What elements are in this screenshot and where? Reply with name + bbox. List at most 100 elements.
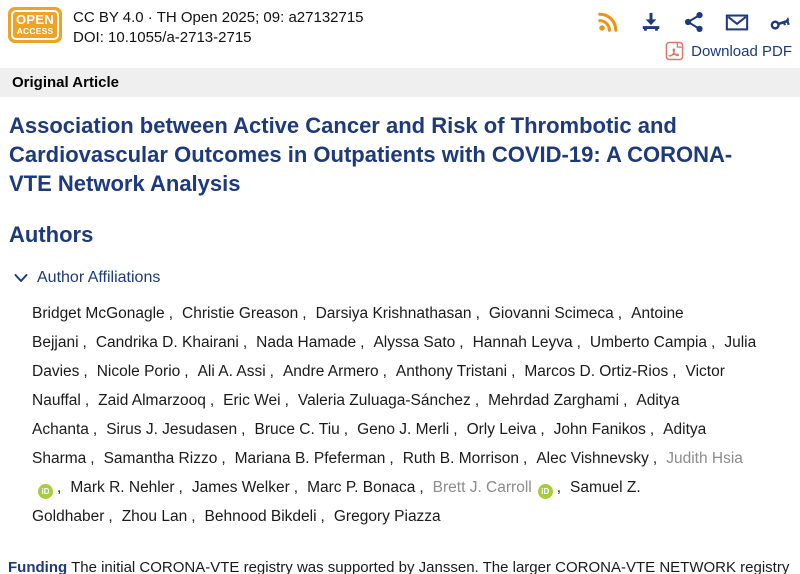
author-separator: , xyxy=(389,450,394,467)
author-name[interactable]: Alec Vishnevsky xyxy=(536,450,649,467)
rss-icon[interactable] xyxy=(596,10,620,34)
author-name[interactable]: Christie Greason xyxy=(182,305,299,322)
author-name[interactable]: Ali A. Assi xyxy=(197,363,266,380)
author-separator: , xyxy=(293,479,299,496)
share-icon[interactable] xyxy=(682,10,706,34)
author-name[interactable]: Andre Armero xyxy=(282,363,379,380)
author-separator: , xyxy=(90,450,95,467)
page-header: OPEN ACCESS CC BY 4.0 · TH Open 2025; 09… xyxy=(0,0,800,61)
author-name[interactable]: Alyssa Sato xyxy=(373,334,456,351)
author-affiliations-label: Author Affiliations xyxy=(37,269,161,286)
author-name[interactable]: Eric Wei xyxy=(223,392,281,409)
author-name[interactable]: Aditya Achanta xyxy=(32,392,680,438)
author-separator: , xyxy=(191,508,196,525)
citation-meta: CC BY 4.0 · TH Open 2025; 09: a27132715 … xyxy=(73,7,363,48)
key-icon[interactable] xyxy=(768,10,792,34)
author-name[interactable]: Samuel Z. Goldhaber xyxy=(32,479,641,525)
author-name[interactable]: Darsiya Krishnathasan xyxy=(315,305,472,322)
author-name[interactable]: Sirus J. Jesudasen xyxy=(106,421,238,438)
author-separator: , xyxy=(672,363,677,380)
author-separator: , xyxy=(523,450,528,467)
orcid-icon[interactable]: iD xyxy=(38,484,53,499)
funding-paragraph: Funding The initial CORONA-VTE registry … xyxy=(8,557,792,574)
author-name[interactable]: Mehrdad Zarghami xyxy=(488,392,620,409)
funding-text: The initial CORONA-VTE registry was supp… xyxy=(71,559,790,574)
header-actions: Download PDF xyxy=(596,7,792,61)
doi-line: DOI: 10.1055/a-2713-2715 xyxy=(73,29,252,46)
author-name[interactable]: James Welker xyxy=(191,479,290,496)
author-separator: , xyxy=(419,479,424,496)
author-separator: , xyxy=(92,421,98,438)
author-separator: , xyxy=(320,508,325,525)
author-name[interactable]: Zhou Lan xyxy=(121,508,188,525)
author-name[interactable]: Mariana B. Pfeferman xyxy=(234,450,386,467)
download-icon[interactable] xyxy=(639,10,663,34)
author-name[interactable]: Judith Hsia xyxy=(666,450,743,467)
author-name[interactable]: Candrika D. Khairani xyxy=(95,334,239,351)
author-name[interactable]: Zaid Almarzooq xyxy=(98,392,206,409)
author-separator: , xyxy=(108,508,113,525)
author-name[interactable]: Victor Nauffal xyxy=(32,363,725,409)
author-name[interactable]: Bruce C. Tiu xyxy=(254,421,340,438)
funding-label: Funding xyxy=(8,559,68,574)
open-access-badge: OPEN ACCESS xyxy=(8,7,63,43)
author-separator: , xyxy=(556,479,562,496)
email-icon[interactable] xyxy=(725,10,749,34)
author-separator: , xyxy=(540,421,545,438)
author-list: Bridget McGonagle, Christie Greason, Darsi… xyxy=(32,299,760,531)
author-name[interactable]: Gregory Piazza xyxy=(333,508,441,525)
author-separator: , xyxy=(453,421,458,438)
author-separator: , xyxy=(221,450,226,467)
download-pdf-label: Download PDF xyxy=(691,42,792,60)
author-name[interactable]: Behnood Bikdeli xyxy=(204,508,317,525)
open-access-badge-line2: ACCESS xyxy=(16,26,54,36)
author-name[interactable]: Brett J. Carroll xyxy=(432,479,532,496)
author-separator: , xyxy=(511,363,516,380)
author-name[interactable]: Marcos D. Ortiz-Rios xyxy=(524,363,669,380)
author-name[interactable]: Julia Davies xyxy=(32,334,757,380)
open-access-badge-line1: OPEN xyxy=(16,12,55,27)
author-separator: , xyxy=(302,305,307,322)
author-name[interactable]: John Fanikos xyxy=(553,421,646,438)
author-separator: , xyxy=(284,392,289,409)
orcid-icon[interactable]: iD xyxy=(537,484,553,499)
author-separator: , xyxy=(241,421,246,438)
chevron-down-icon xyxy=(14,273,28,283)
author-name[interactable]: Ruth B. Morrison xyxy=(402,450,520,467)
author-separator: , xyxy=(184,363,189,380)
author-separator: , xyxy=(269,363,274,380)
author-name[interactable]: Giovanni Scimeca xyxy=(488,305,614,322)
author-separator: , xyxy=(343,421,349,438)
author-name[interactable]: Marc P. Bonaca xyxy=(307,479,416,496)
author-separator: , xyxy=(711,334,716,351)
author-separator: , xyxy=(652,450,658,467)
author-separator: , xyxy=(84,392,90,409)
author-separator: , xyxy=(382,363,387,380)
author-name[interactable]: Geno J. Merli xyxy=(357,421,450,438)
author-separator: , xyxy=(459,334,464,351)
authors-heading: Authors xyxy=(9,222,94,247)
author-name[interactable]: Valeria Zuluaga-Sánchez xyxy=(297,392,471,409)
author-separator: , xyxy=(360,334,365,351)
author-name[interactable]: Bridget McGonagle xyxy=(32,305,165,322)
author-name[interactable]: Antoine Bejjani xyxy=(32,305,684,351)
author-separator: , xyxy=(576,334,581,351)
author-separator: , xyxy=(57,479,62,496)
author-name[interactable]: Mark R. Nehler xyxy=(70,479,175,496)
author-name[interactable]: Nada Hamade xyxy=(256,334,357,351)
header-icon-row xyxy=(596,7,792,34)
author-name[interactable]: Umberto Campia xyxy=(589,334,708,351)
author-name[interactable]: Hannah Leyva xyxy=(472,334,573,351)
author-affiliations-toggle[interactable]: Author Affiliations xyxy=(14,269,800,287)
author-separator: , xyxy=(649,421,655,438)
author-separator: , xyxy=(178,479,183,496)
author-name[interactable]: Nicole Porio xyxy=(96,363,181,380)
author-separator: , xyxy=(82,334,87,351)
author-name[interactable]: Aditya Sharma xyxy=(32,421,707,467)
author-name[interactable]: Samantha Rizzo xyxy=(103,450,218,467)
author-name[interactable]: Orly Leiva xyxy=(466,421,537,438)
author-name[interactable]: Anthony Tristani xyxy=(395,363,508,380)
citation-line: CC BY 4.0 · TH Open 2025; 09: a27132715 xyxy=(73,9,364,26)
download-pdf-button[interactable]: Download PDF xyxy=(665,41,792,61)
author-separator: , xyxy=(623,392,628,409)
